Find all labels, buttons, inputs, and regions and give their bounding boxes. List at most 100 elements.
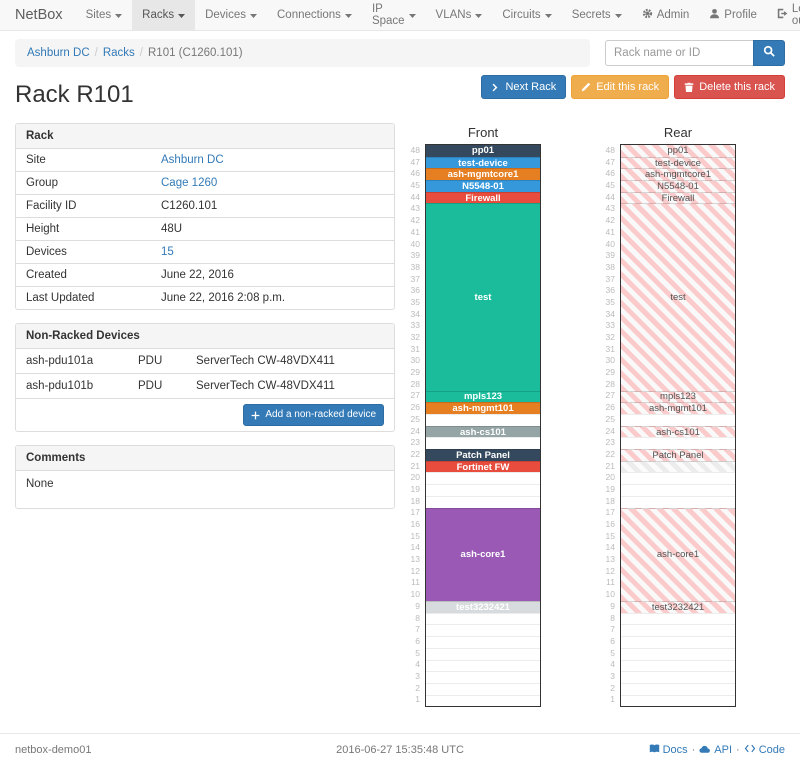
next-rack-button[interactable]: Next Rack <box>481 75 567 99</box>
footer: netbox-demo01 2016-06-27 15:35:48 UTC Do… <box>0 733 800 766</box>
footer-separator: · <box>736 744 740 757</box>
breadcrumb-separator: / <box>94 47 98 59</box>
attr-value-height: 48U <box>161 223 183 235</box>
nav-item-vlans[interactable]: VLANs <box>426 0 493 30</box>
device-slot-test-device: test-device <box>621 156 735 169</box>
nav-item-log-out[interactable]: Log out <box>767 0 800 30</box>
unit-number: 38 <box>605 261 615 272</box>
link-ashburn-dc[interactable]: Ashburn DC <box>161 154 224 166</box>
nav-item-ip-space[interactable]: IP Space <box>362 0 426 30</box>
unit-number: 39 <box>410 250 420 261</box>
unit-number: 9 <box>415 600 420 611</box>
delete-rack-button[interactable]: Delete this rack <box>674 75 785 99</box>
table-row: ash-pdu101b PDU ServerTech CW-48VDX411 <box>16 373 394 398</box>
table-row: Site Ashburn DC <box>16 149 394 171</box>
unit-number: 24 <box>605 425 615 436</box>
rack-attributes: Site Ashburn DC Group Cage 1260 Facility ID C… <box>16 149 394 309</box>
comments-title: Comments <box>16 446 394 471</box>
device-slot-patch-panel: Patch Panel <box>621 449 735 461</box>
nav-item-profile[interactable]: Profile <box>699 0 767 30</box>
search-input[interactable] <box>605 40 753 66</box>
link-15[interactable]: 15 <box>161 246 174 258</box>
nav-item-admin[interactable]: Admin <box>632 0 700 30</box>
unit-number: 25 <box>410 413 420 424</box>
unit-number: 47 <box>605 156 615 167</box>
unit-number: 8 <box>610 612 615 623</box>
edit-rack-button[interactable]: Edit this rack <box>571 75 670 99</box>
unit-number: 28 <box>605 378 615 389</box>
unit-number: 36 <box>605 285 615 296</box>
nav-item-label: Log out <box>791 3 800 27</box>
nav-item-label: Circuits <box>502 9 541 21</box>
unit-number: 46 <box>410 168 420 179</box>
navbar: NetBox Sites Racks Devices Connections IP Sp… <box>0 0 800 31</box>
add-non-racked-device-button[interactable]: Add a non-racked device <box>243 404 384 426</box>
footer-hostname: netbox-demo01 <box>15 744 92 757</box>
attr-label-created: Created <box>26 269 67 281</box>
breadcrumb: Ashburn DC / Racks / R101 (C1260.101) <box>15 39 590 67</box>
footer-link-code[interactable]: Code <box>744 744 785 756</box>
unit-number: 48 <box>605 145 615 155</box>
breadcrumb-link-ashburn-dc[interactable]: Ashburn DC <box>27 47 90 59</box>
page-title: Rack R101 <box>15 81 134 108</box>
breadcrumb-separator: / <box>139 47 143 59</box>
nav-item-sites[interactable]: Sites <box>76 0 133 30</box>
pencil-icon <box>581 82 591 92</box>
empty-unit <box>426 612 540 625</box>
unit-number: 26 <box>605 402 615 413</box>
unit-number: 43 <box>605 203 615 214</box>
nav-item-label: IP Space <box>371 3 405 27</box>
empty-unit <box>621 414 735 426</box>
link-cage-1260[interactable]: Cage 1260 <box>161 177 218 189</box>
unit-number: 2 <box>610 682 615 693</box>
nav-item-label: Admin <box>656 9 690 21</box>
unit-number: 24 <box>410 425 420 436</box>
unit-number: 38 <box>410 261 420 272</box>
nav-item-connections[interactable]: Connections <box>267 0 362 30</box>
device-slot-n5548-01: N5548-01 <box>426 180 540 192</box>
device-slot-ash-mgmt101: ash-mgmt101 <box>621 402 735 414</box>
unit-number: 11 <box>606 577 615 588</box>
nav-item-label: Racks <box>142 9 175 21</box>
nav-item-racks[interactable]: Racks <box>132 0 196 30</box>
unit-number: 4 <box>415 659 420 670</box>
device-link-ash-pdu101a[interactable]: ash-pdu101a <box>26 355 94 367</box>
navbar-menu: Sites Racks Devices Connections IP Space VLAN… <box>76 0 632 30</box>
unit-number: 48 <box>410 145 420 155</box>
action-buttons: Next Rack Edit this rack Delete this rac… <box>481 75 785 99</box>
empty-unit <box>426 437 540 449</box>
breadcrumb-link-racks[interactable]: Racks <box>102 47 135 59</box>
attr-label-facility-id: Facility ID <box>26 200 77 212</box>
device-type: PDU <box>138 380 163 392</box>
search-button[interactable] <box>753 40 785 66</box>
unit-number: 45 <box>410 180 420 191</box>
nav-item-secrets[interactable]: Secrets <box>562 0 632 30</box>
device-type: PDU <box>138 355 163 367</box>
unit-number: 29 <box>410 367 420 378</box>
unit-number: 17 <box>605 507 615 518</box>
unit-number: 12 <box>605 565 615 576</box>
unit-number: 14 <box>410 542 420 553</box>
front-title: Front <box>467 125 499 140</box>
unit-number: 32 <box>605 332 615 342</box>
unit-number: 7 <box>610 624 615 635</box>
empty-unit <box>621 694 735 707</box>
empty-unit <box>426 659 540 672</box>
unit-number: 18 <box>410 495 420 506</box>
footer-link-docs[interactable]: Docs <box>649 743 688 757</box>
empty-unit <box>426 647 540 660</box>
nav-item-devices[interactable]: Devices <box>195 0 267 30</box>
nav-item-circuits[interactable]: Circuits <box>492 0 561 30</box>
unit-number: 5 <box>610 647 615 658</box>
unit-number: 16 <box>605 519 615 529</box>
table-row: Last Updated June 22, 2016 2:08 p.m. <box>16 286 394 309</box>
unit-number: 10 <box>410 589 420 600</box>
table-row: Facility ID C1260.101 <box>16 194 394 217</box>
brand-netbox[interactable]: NetBox <box>15 7 63 23</box>
unit-number: 6 <box>415 635 420 646</box>
chevron-right-icon <box>491 83 500 92</box>
device-link-ash-pdu101b[interactable]: ash-pdu101b <box>26 380 94 392</box>
unit-number: 30 <box>410 355 420 366</box>
footer-link-api[interactable]: API <box>699 744 732 757</box>
device-name: ash-pdu101b <box>26 380 138 392</box>
